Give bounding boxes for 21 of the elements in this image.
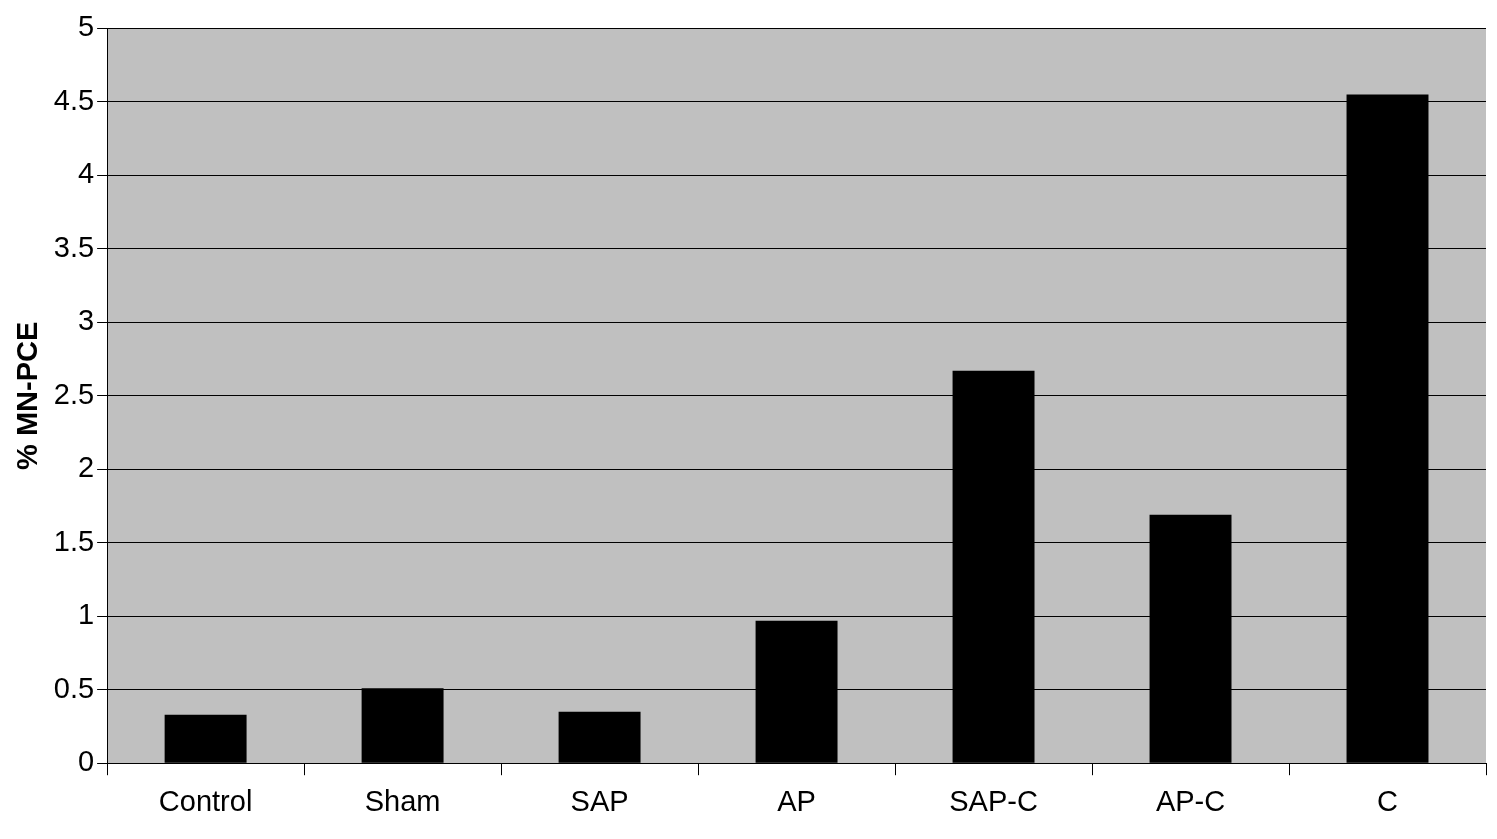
y-axis-title: % MN-PCE [11, 321, 44, 470]
y-tick-label: 4 [77, 157, 95, 190]
x-tick-label: C [1377, 784, 1398, 817]
y-tick-label: 0 [77, 745, 95, 778]
x-tick-label: Control [158, 784, 253, 817]
y-tick-label: 5 [77, 10, 95, 43]
bar [558, 711, 641, 763]
bar [164, 714, 247, 763]
x-tick-label: AP [777, 784, 816, 817]
x-tick-label: AP-C [1155, 784, 1226, 817]
y-tick-label: 3 [77, 304, 95, 337]
x-tick-label: SAP [570, 784, 629, 817]
y-tick-label: 3.5 [53, 230, 95, 263]
y-tick-label: 1.5 [53, 524, 95, 557]
y-tick-label: 0.5 [53, 671, 95, 704]
x-tick-label: SAP-C [949, 784, 1038, 817]
x-tick-label: Sham [364, 784, 441, 817]
y-tick-label: 1 [77, 598, 95, 631]
y-tick-label: 2 [77, 451, 95, 484]
y-tick-label: 4.5 [53, 83, 95, 116]
y-tick-label: 2.5 [53, 377, 95, 410]
